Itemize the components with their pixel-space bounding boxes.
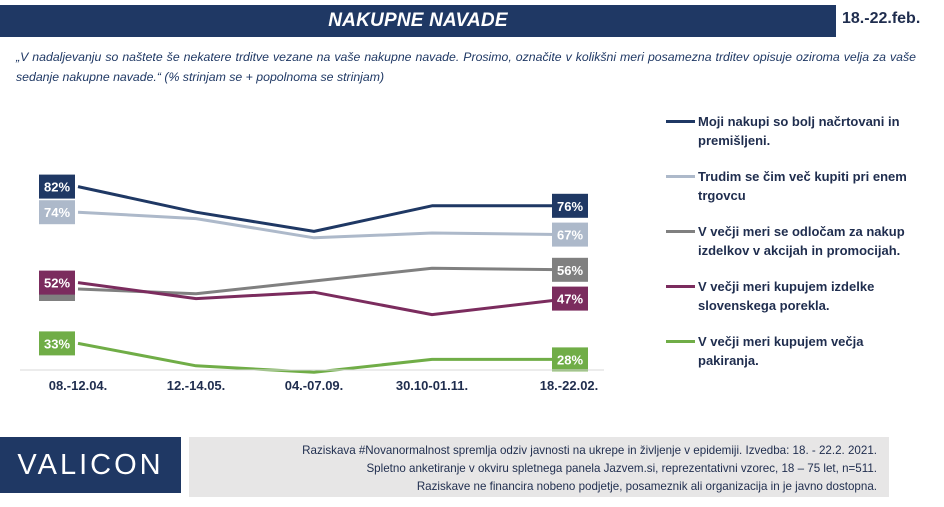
page-title: NAKUPNE NAVADE bbox=[0, 5, 836, 37]
x-tick-label: 18.-22.02. bbox=[540, 378, 599, 393]
legend-label: V večji meri kupujem izdelke slovenskega… bbox=[698, 279, 875, 313]
data-label: 47% bbox=[557, 292, 583, 307]
data-label-box bbox=[552, 347, 588, 372]
valicon-logo: VALICON bbox=[0, 437, 181, 493]
legend-swatch bbox=[666, 230, 695, 233]
chart-lines-group bbox=[77, 185, 570, 374]
x-tick-label: 08.-12.04. bbox=[49, 378, 108, 393]
data-label: 56% bbox=[557, 263, 583, 278]
legend-swatch bbox=[666, 120, 695, 123]
line-chart: 82%76%74%67%50%56%52%47%33%28% 08.-12.04… bbox=[20, 174, 604, 393]
data-label-box bbox=[39, 331, 75, 356]
legend-swatch bbox=[666, 340, 695, 343]
data-label: 52% bbox=[44, 276, 70, 291]
x-axis-group: 08.-12.04. 12.-14.05. 04.-07.09. 30.10-01.1… bbox=[20, 369, 604, 393]
data-label-box bbox=[552, 257, 588, 282]
legend-swatch bbox=[666, 175, 695, 178]
data-label-box bbox=[39, 270, 75, 295]
footer-note-line: Raziskave ne financira nobeno podjetje, … bbox=[416, 480, 877, 493]
date-range-label: 18.-22.feb. bbox=[842, 10, 921, 27]
question-subtitle: „V nadaljevanju so naštete še nekatere t… bbox=[16, 50, 916, 84]
legend-label: V večji meri kupujem večja pakiranja. bbox=[698, 334, 864, 368]
data-label-box bbox=[39, 174, 75, 199]
x-tick-label: 30.10-01.11. bbox=[396, 378, 468, 393]
data-label-box bbox=[552, 193, 588, 218]
series-line bbox=[77, 185, 569, 233]
footer-note-line: Raziskava #Novanormalnost spremlja odziv… bbox=[302, 444, 877, 457]
data-label: 28% bbox=[557, 352, 583, 367]
series-line bbox=[77, 281, 570, 317]
legend-label: Moji nakupi so bolj načrtovani in premiš… bbox=[698, 114, 900, 148]
series-line bbox=[77, 341, 569, 374]
legend-swatch bbox=[666, 285, 695, 288]
footer-note: Raziskava #Novanormalnost spremlja odziv… bbox=[189, 437, 889, 497]
x-tick-label: 04.-07.09. bbox=[285, 378, 344, 393]
data-label: 33% bbox=[44, 336, 70, 351]
footer-note-line: Spletno anketiranje v okviru spletnega p… bbox=[366, 462, 877, 475]
data-label: 74% bbox=[44, 205, 70, 220]
chart-data-labels-group: 82%76%74%67%50%56%52%47%33%28% bbox=[39, 174, 588, 372]
legend-label: V večji meri se odločam za nakup izdelko… bbox=[698, 224, 905, 258]
data-label-box bbox=[552, 222, 588, 247]
data-label: 76% bbox=[557, 199, 583, 214]
data-label-box bbox=[39, 200, 75, 225]
x-tick-label: 12.-14.05. bbox=[167, 378, 226, 393]
data-label: 82% bbox=[44, 180, 70, 195]
data-label: 67% bbox=[557, 228, 583, 243]
data-label-box bbox=[552, 286, 588, 311]
legend-label: Trudim se čim več kupiti pri enem trgovc… bbox=[698, 169, 907, 203]
series-line bbox=[77, 210, 570, 240]
series-line bbox=[77, 266, 570, 296]
